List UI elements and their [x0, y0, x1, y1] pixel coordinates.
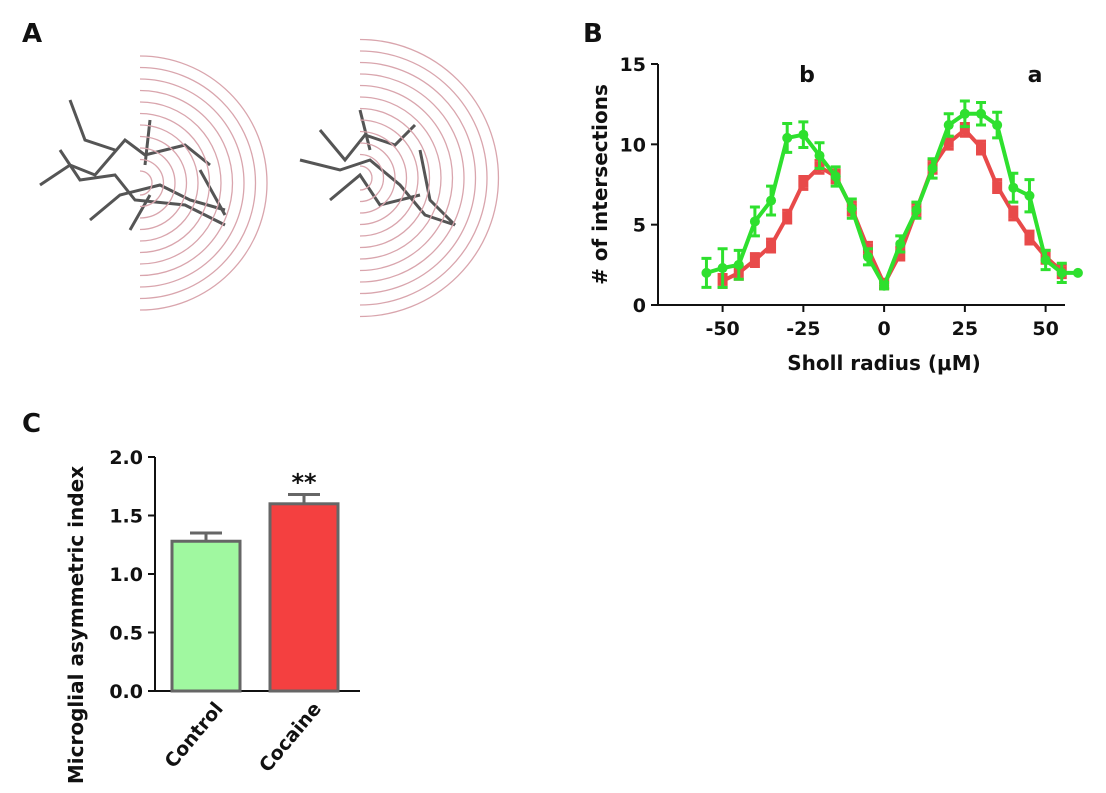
marker [895, 248, 906, 259]
sholl-ring [359, 73, 465, 283]
marker [1008, 182, 1019, 193]
sholl-ring [139, 158, 165, 208]
sholl-ring [139, 66, 257, 300]
marker [814, 150, 825, 161]
x-tick-label: -25 [786, 318, 820, 340]
y-tick-label: 0.5 [109, 623, 143, 645]
y-tick-label: 5 [633, 215, 646, 237]
marker [895, 238, 906, 249]
sholl-ring [139, 55, 268, 311]
sholl-ring [139, 170, 153, 196]
x-tick-label: Control [160, 698, 227, 772]
microglia-image [20, 38, 565, 320]
marker [1024, 232, 1035, 243]
error-bar [288, 492, 320, 504]
marker [766, 195, 777, 206]
sholl-ring [359, 119, 419, 237]
marker [976, 108, 987, 119]
x-tick-label: 25 [952, 318, 978, 340]
marker [1072, 267, 1083, 278]
y-axis-label: # of intersections [588, 84, 612, 285]
marker [1008, 208, 1019, 219]
marker [927, 163, 938, 174]
sholl-ring [359, 142, 396, 214]
sholl-ring [359, 61, 477, 295]
significance: ** [291, 468, 317, 496]
marker [717, 263, 728, 274]
sholl-ring [359, 153, 385, 203]
marker [862, 251, 873, 262]
marker [798, 129, 809, 140]
sholl-ring [139, 124, 199, 242]
bar [170, 539, 242, 693]
sholl-ring [139, 101, 222, 265]
sholl-ring [359, 50, 488, 306]
sholl-ring [139, 89, 234, 277]
x-tick-label: 50 [1032, 318, 1058, 340]
panel-label: C [22, 409, 41, 439]
marker [943, 137, 954, 148]
y-axis-label: Microglial asymmetric index [64, 466, 88, 784]
sholl-ring [139, 135, 188, 231]
marker [782, 132, 793, 143]
marker [798, 177, 809, 188]
marker [959, 124, 970, 135]
marker [701, 267, 712, 278]
annotation: b [799, 63, 815, 88]
marker [959, 108, 970, 119]
marker [1024, 190, 1035, 201]
sholl-ring [359, 165, 373, 191]
cell-branch [299, 109, 457, 227]
marker [749, 255, 760, 266]
y-tick-label: 0.0 [109, 681, 143, 703]
bar [268, 502, 340, 693]
marker [782, 211, 793, 222]
marker [879, 280, 890, 291]
sholl-ring [139, 147, 176, 219]
marker [911, 205, 922, 216]
panel-label: B [583, 19, 603, 49]
sholl-ring [139, 112, 211, 254]
marker [846, 203, 857, 214]
marker [766, 240, 777, 251]
image-frame [20, 55, 565, 320]
marker [992, 181, 1003, 192]
y-tick-label: 0 [633, 295, 646, 317]
sholl-ring [139, 78, 245, 288]
series-line [705, 111, 1078, 291]
sholl-ring [359, 130, 408, 226]
x-tick-label: Cocaine [255, 698, 326, 777]
sholl-ring [359, 107, 431, 249]
cell-branch [39, 99, 227, 231]
y-tick-label: 2.0 [109, 447, 143, 469]
panel-label: A [22, 19, 42, 49]
y-tick-label: 1.5 [109, 506, 143, 528]
marker [749, 216, 760, 227]
annotation: a [1028, 63, 1043, 88]
marker [1056, 267, 1067, 278]
y-tick-label: 10 [620, 134, 646, 156]
marker [943, 120, 954, 131]
x-tick-label: -50 [705, 318, 739, 340]
sholl-ring [359, 38, 500, 318]
x-axis-label: Sholl radius (μM) [787, 351, 981, 375]
marker [1040, 255, 1051, 266]
x-tick-label: 0 [877, 318, 890, 340]
y-tick-label: 1.0 [109, 564, 143, 586]
marker [992, 120, 1003, 131]
marker [733, 259, 744, 270]
marker [976, 142, 987, 153]
y-tick-label: 15 [620, 54, 646, 76]
marker [830, 171, 841, 182]
sholl-ring [359, 96, 442, 260]
sholl-ring [359, 84, 454, 272]
